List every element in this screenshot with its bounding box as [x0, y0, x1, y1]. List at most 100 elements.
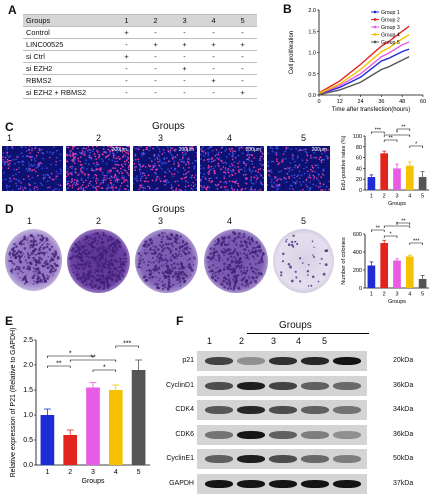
legend-label: Group 3	[381, 25, 400, 31]
edu-positive-dot	[107, 146, 110, 147]
nucleus-dot	[187, 181, 189, 184]
edu-positive-dot	[100, 167, 102, 169]
colony-dot	[20, 243, 23, 246]
colony-dot	[158, 252, 161, 255]
nucleus-dot	[36, 166, 39, 168]
nucleus-dot	[231, 156, 234, 158]
blot-strip	[197, 400, 367, 420]
edu-positive-dot	[121, 147, 124, 149]
nucleus-dot	[22, 155, 24, 158]
edu-positive-dot	[66, 153, 68, 156]
nucleus-dot	[259, 180, 262, 183]
colony-dot	[89, 268, 93, 272]
nucleus-dot	[278, 170, 280, 173]
colony-dot	[234, 260, 238, 263]
nucleus-dot	[298, 177, 301, 180]
y-tick-label: 600	[353, 232, 362, 238]
edu-positive-dot	[156, 175, 159, 178]
nucleus-dot	[308, 175, 311, 178]
colony-dot	[117, 275, 119, 278]
colony-dot	[164, 286, 167, 289]
edu-positive-dot	[276, 179, 278, 182]
colony-dot	[235, 256, 237, 259]
edu-positive-dot	[84, 154, 86, 156]
colony-dot	[232, 269, 234, 272]
edu-positive-dot	[142, 164, 145, 167]
colony-dot	[143, 244, 146, 247]
edu-positive-dot	[126, 184, 128, 187]
edu-positive-dot	[95, 158, 97, 160]
edu-positive-dot	[104, 151, 107, 154]
edu-positive-dot	[140, 146, 142, 148]
nucleus-dot	[169, 151, 171, 153]
significance-label: **	[376, 226, 381, 232]
edu-positive-dot	[327, 149, 329, 151]
nucleus-dot	[59, 153, 62, 156]
colony-dot	[186, 259, 189, 262]
edu-positive-dot	[30, 159, 33, 161]
scale-bar-label: 200μm	[111, 147, 127, 153]
colony-dot	[113, 266, 117, 270]
nucleus-dot	[248, 167, 251, 170]
colony-dot	[223, 265, 225, 268]
colony-dot	[33, 259, 35, 262]
colony-dot	[227, 263, 230, 266]
colony-dot	[105, 235, 107, 237]
colony-dot	[232, 256, 235, 259]
edu-positive-dot	[48, 176, 51, 178]
colony-dot	[54, 250, 57, 253]
nucleus-dot	[83, 150, 86, 153]
nucleus-dot	[66, 146, 68, 148]
colony-dot	[94, 272, 97, 274]
colony-dot	[226, 249, 230, 252]
edu-positive-dot	[99, 183, 102, 185]
nucleus-dot	[86, 149, 89, 152]
edu-positive-dot	[109, 150, 111, 152]
colony-dot	[214, 278, 216, 281]
edu-positive-dot	[82, 181, 85, 183]
edu-positive-dot	[28, 149, 30, 151]
lane-number: 5	[322, 336, 328, 346]
colony-dot	[246, 282, 249, 286]
colony-dot	[9, 269, 13, 273]
nucleus-dot	[205, 178, 208, 181]
nucleus-dot	[128, 150, 130, 153]
edu-positive-dot	[96, 163, 99, 166]
nucleus-dot	[224, 150, 227, 152]
nucleus-dot	[227, 169, 229, 171]
edu-positive-dot	[4, 161, 6, 163]
edu-positive-dot	[227, 167, 229, 170]
colony-dot	[37, 276, 41, 280]
edu-positive-dot	[225, 180, 227, 183]
colony-dot	[115, 277, 118, 279]
colony-dot	[231, 251, 235, 255]
bar	[63, 435, 78, 465]
colony-dot	[181, 249, 184, 251]
colony-dot	[185, 274, 188, 278]
nucleus-dot	[109, 153, 111, 155]
edu-positive-dot	[310, 168, 312, 171]
nucleus-dot	[79, 187, 82, 190]
colony-dot	[251, 255, 254, 258]
colony-dot	[215, 259, 217, 261]
edu-positive-dot	[181, 151, 184, 154]
colony-dot	[87, 270, 90, 274]
edu-positive-dot	[112, 150, 114, 152]
significance-bracket	[409, 242, 423, 245]
nucleus-dot	[279, 177, 281, 180]
colony-dot	[165, 271, 169, 275]
colony-dot	[83, 238, 87, 241]
colony-dot	[251, 276, 254, 279]
colony-dot	[77, 255, 81, 259]
edu-positive-dot	[277, 184, 279, 186]
edu-positive-dot	[231, 163, 233, 165]
edu-positive-dot	[139, 184, 141, 187]
colony-dot	[99, 278, 102, 281]
colony-dot	[15, 245, 18, 248]
edu-positive-dot	[117, 164, 120, 166]
colony-dot	[52, 274, 54, 277]
nucleus-dot	[203, 173, 206, 175]
colony-dot	[228, 240, 231, 243]
table-row: si Ctrl + - - - -	[23, 50, 257, 63]
nucleus-dot	[178, 158, 181, 161]
